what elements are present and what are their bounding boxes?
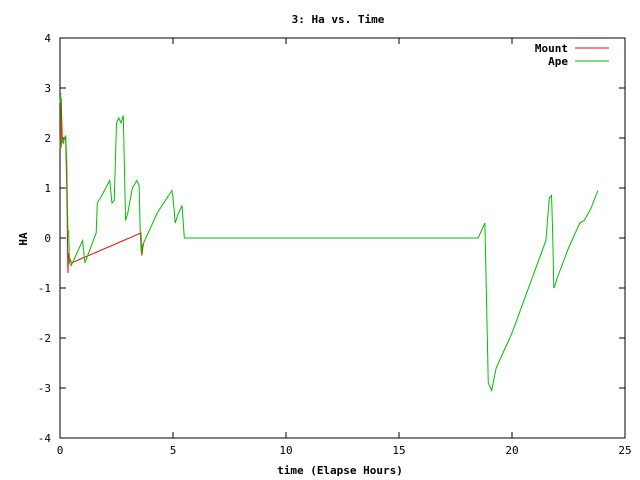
y-tick-label: -2	[38, 332, 51, 345]
y-tick-label: 2	[44, 132, 51, 145]
y-tick-label: 1	[44, 182, 51, 195]
x-axis-label: time (Elapse Hours)	[277, 464, 403, 477]
series-line-ape	[59, 92, 599, 393]
y-tick-label: -4	[38, 432, 52, 445]
legend-label-ape: Ape	[548, 55, 568, 68]
legend-label-mount: Mount	[535, 42, 568, 55]
y-axis-ticks: -4 -3 -2 -1 0 1 2 3 4	[38, 32, 625, 445]
y-tick-label: 0	[44, 232, 51, 245]
x-tick-label: 10	[279, 444, 292, 457]
y-tick-label: -3	[38, 382, 51, 395]
x-tick-label: 25	[618, 444, 631, 457]
x-tick-label: 15	[392, 444, 405, 457]
x-tick-label: 5	[170, 444, 177, 457]
x-axis-ticks: 0 5 10 15 20 25	[57, 38, 632, 457]
x-tick-label: 0	[57, 444, 64, 457]
y-tick-label: -1	[38, 282, 51, 295]
legend: Mount Ape	[535, 42, 609, 68]
series-line-mount	[59, 97, 145, 274]
series-layer	[59, 92, 599, 393]
chart-title: 3: Ha vs. Time	[292, 13, 385, 26]
x-tick-label: 20	[505, 444, 518, 457]
y-axis-label: HA	[17, 232, 30, 246]
y-tick-label: 4	[44, 32, 51, 45]
y-tick-label: 3	[44, 82, 51, 95]
